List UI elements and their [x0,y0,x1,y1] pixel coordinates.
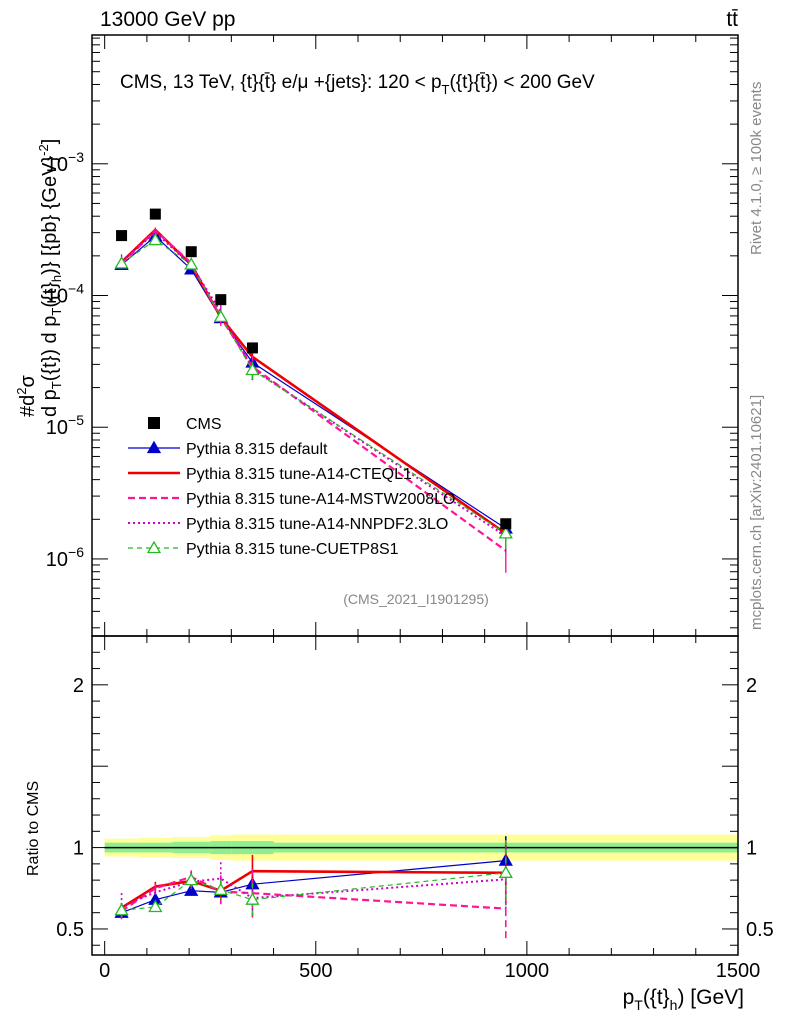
ylabel-denom5: ] [39,139,61,145]
ylabel-denom: d p [39,389,61,417]
ylabel-denom-sub: T [49,381,64,389]
series-line-4 [121,239,507,534]
process-label: tt̄ [726,8,738,31]
ratio-y-label: Ratio to CMS [25,781,42,876]
axes: 0 500 1000 1500 10−6 10−5 10−4 10−3 0.5 0.5 1 1 2 2 [46,34,774,982]
x-axis-label: pT({t}h) [GeV] [623,986,744,1013]
series-line-3 [120,231,507,537]
ratio-marker [184,872,199,886]
ylabel-denom3: ({t} [39,282,61,308]
y-tick-label: 10−3 [46,149,84,176]
ratio-marker [245,892,260,905]
ratio-frame [91,635,739,956]
title-sub: T [442,82,450,97]
title-prefix: CMS, 13 TeV, {t}{t̄} e/μ +{jets}: 120 < … [120,72,442,93]
plot-title: CMS, 13 TeV, {t}{t̄} e/μ +{jets}: 120 < … [120,72,595,97]
ratio-tick-label-right: 2 [746,675,757,697]
energy-label: 13000 GeV pp [100,8,235,31]
legend-label-2: Pythia 8.315 tune-A14-MSTW2008LO [186,491,455,508]
legend-swatch-cms [148,417,160,429]
legend-label-3: Pythia 8.315 tune-A14-NNPDF2.3LO [186,516,448,533]
series-marker [148,232,163,246]
legend-label-0: Pythia 8.315 default [186,441,328,458]
ylabel-d: d [17,395,39,406]
ratio-tick-label-right: 0.5 [746,919,774,941]
ylabel-sup2: 2 [14,388,29,395]
analysis-id: (CMS_2021_I1901295) [343,591,489,607]
ratio-marker [498,865,513,878]
ratio-line-3 [121,877,506,908]
xlabel-mid: ({t} [643,986,670,1009]
series-marker [213,309,228,323]
xlabel-sub1: T [634,997,643,1013]
ylabel-denom4-sup: -2 [36,144,51,156]
ratio-marker [184,883,199,896]
ylabel-denom2: ({t}) d p [39,316,61,382]
y-axis-label: #d2σ d pT({t}) d pT({t}h)} [{pb} {GeV}-2… [14,139,64,417]
xlabel-p: p [623,986,635,1009]
svg-text:d pT({t}) d pT({t}h)} [{pb} {G: d pT({t}) d pT({t}h)} [{pb} {GeV}-2] [36,139,64,417]
cms-data-point [246,342,258,354]
x-tick-label: 0 [99,960,110,982]
legend-swatch-marker [146,440,162,454]
ratio-line-2 [120,875,506,912]
main-plot [114,208,513,573]
ylabel-denom4: )} [{pb} {GeV} [39,156,61,275]
cms-data-point [215,294,227,306]
legend-swatch-marker [146,540,162,554]
ratio-tick-label-right: 1 [746,838,757,860]
cms-data-point [149,208,161,220]
ratio-marker [114,902,129,916]
series-marker [184,257,199,270]
x-tick-label: 500 [299,960,332,982]
ratio-tick-label-left: 2 [73,675,84,697]
xlabel-end: ) [GeV] [677,986,744,1009]
ratio-tick-label-left: 1 [73,838,84,860]
ylabel-sigma: σ [17,375,39,388]
ratio-plot [104,834,738,942]
ratio-marker [213,882,228,896]
ratio-tick-label-left: 0.5 [56,919,84,941]
ratio-line-0 [121,860,506,914]
legend-label-cms: CMS [186,416,222,433]
x-tick-label: 1500 [716,960,761,982]
series-line-1 [120,227,507,535]
title-suffix: ({t}{t̄}) < 200 GeV [449,72,595,93]
cms-data-point [500,518,512,530]
series-line-0 [121,235,507,530]
series-marker [498,526,513,539]
cms-data-point [116,230,128,242]
ratio-line-4 [121,872,506,911]
legend: CMS Pythia 8.315 default Pythia 8.315 tune… [128,416,455,558]
legend-label-1: Pythia 8.315 tune-A14-CTEQL1 [186,466,412,483]
ylabel-hash: # [17,405,39,417]
legend-label-4: Pythia 8.315 tune-CUETP8S1 [186,541,399,558]
y-tick-label: 10−5 [46,412,84,439]
ratio-marker [148,899,163,913]
ylabel-denom2-sub: T [49,308,64,316]
rivet-label: Rivet 4.1.0, ≥ 100k events [748,82,765,255]
ratio-line-1 [120,869,506,909]
y-tick-label: 10−4 [46,281,84,308]
series-marker [114,256,129,269]
x-tick-label: 1000 [505,960,550,982]
y-tick-label: 10−6 [46,544,84,571]
svg-text:#d2σ: #d2σ [14,375,39,417]
cms-data-point [185,246,197,258]
series-marker [245,362,260,376]
mcplots-label: mcplots.cern.ch [arXiv:2401.10621] [748,395,765,630]
xlabel-sub2: h [670,997,678,1013]
ylabel-denom3-sub: h [49,275,64,282]
